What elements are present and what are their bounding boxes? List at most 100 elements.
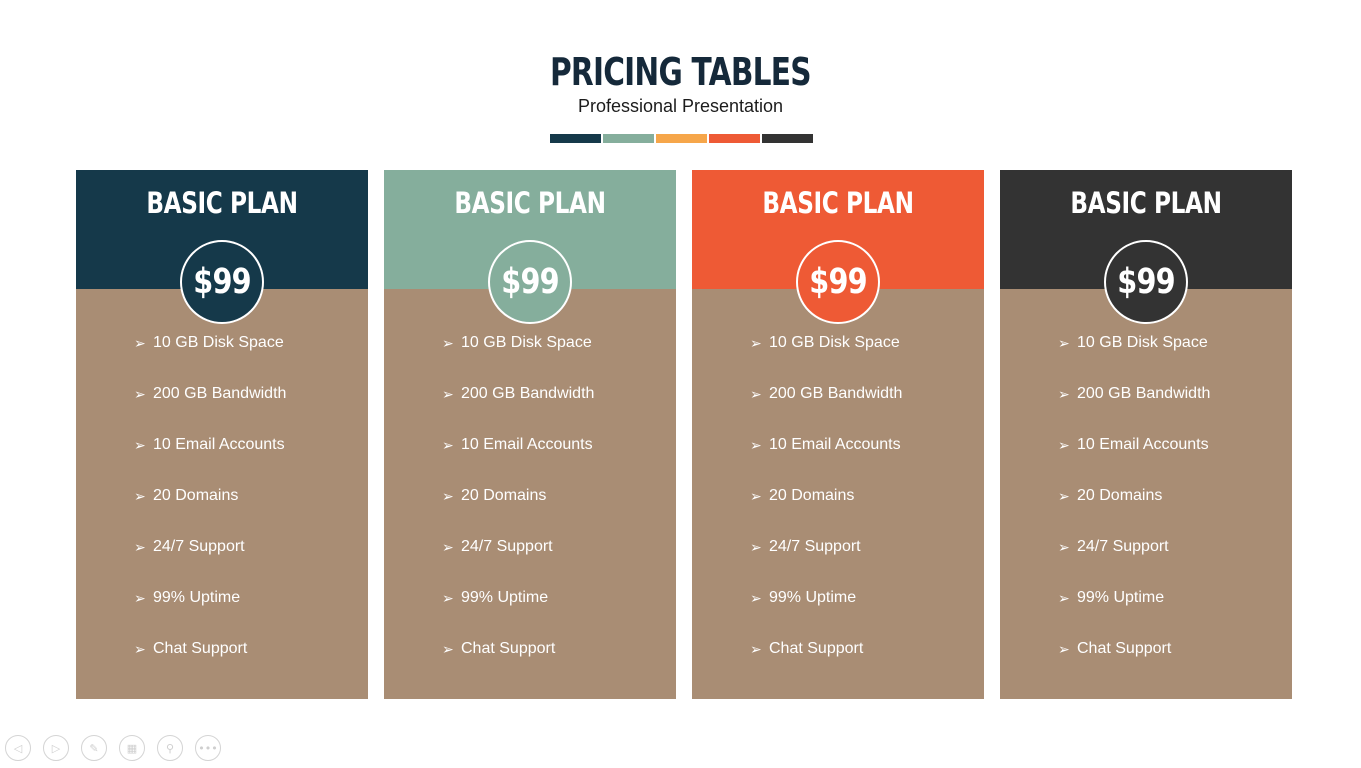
more-icon[interactable]: ••• bbox=[195, 735, 221, 761]
plan-title: BASIC PLAN bbox=[1070, 186, 1222, 220]
next-icon[interactable]: ▷ bbox=[43, 735, 69, 761]
pricing-card: BASIC PLAN $99 ➢ 10 GB Disk Space ➢ 200 GB… bbox=[1000, 170, 1292, 699]
arrowhead-icon: ➢ bbox=[442, 386, 454, 402]
arrowhead-icon: ➢ bbox=[1058, 386, 1070, 402]
pen-icon[interactable]: ✎ bbox=[81, 735, 107, 761]
feature-item: ➢ 10 GB Disk Space bbox=[750, 334, 902, 385]
arrowhead-icon: ➢ bbox=[1058, 335, 1070, 351]
feature-item: ➢ 20 Domains bbox=[750, 487, 902, 538]
feature-label: 10 Email Accounts bbox=[769, 436, 901, 453]
feature-label: 10 GB Disk Space bbox=[769, 334, 900, 351]
feature-item: ➢ 24/7 Support bbox=[1058, 538, 1210, 589]
price-label: $99 bbox=[1117, 262, 1175, 302]
price-badge: $99 bbox=[180, 240, 264, 324]
zoom-icon[interactable]: ⚲ bbox=[157, 735, 183, 761]
slides-icon[interactable]: ▦ bbox=[119, 735, 145, 761]
feature-item: ➢ Chat Support bbox=[442, 640, 594, 691]
price-label: $99 bbox=[809, 262, 867, 302]
arrowhead-icon: ➢ bbox=[442, 539, 454, 555]
arrowhead-icon: ➢ bbox=[134, 539, 146, 555]
feature-label: 10 Email Accounts bbox=[153, 436, 285, 453]
feature-label: 20 Domains bbox=[461, 487, 547, 504]
feature-item: ➢ 200 GB Bandwidth bbox=[134, 385, 286, 436]
feature-item: ➢ 10 Email Accounts bbox=[750, 436, 902, 487]
arrowhead-icon: ➢ bbox=[442, 488, 454, 504]
feature-label: Chat Support bbox=[769, 640, 864, 657]
price-badge: $99 bbox=[488, 240, 572, 324]
arrowhead-icon: ➢ bbox=[442, 335, 454, 351]
feature-item: ➢ 10 GB Disk Space bbox=[1058, 334, 1210, 385]
feature-label: 10 GB Disk Space bbox=[153, 334, 284, 351]
feature-label: 99% Uptime bbox=[153, 589, 241, 606]
feature-list: ➢ 10 GB Disk Space ➢ 200 GB Bandwidth ➢ 10 … bbox=[1058, 334, 1210, 691]
arrowhead-icon: ➢ bbox=[750, 539, 762, 555]
pricing-card: BASIC PLAN $99 ➢ 10 GB Disk Space ➢ 200 GB… bbox=[384, 170, 676, 699]
arrowhead-icon: ➢ bbox=[134, 641, 146, 657]
feature-label: 200 GB Bandwidth bbox=[153, 385, 287, 402]
feature-item: ➢ 24/7 Support bbox=[442, 538, 594, 589]
arrowhead-icon: ➢ bbox=[134, 488, 146, 504]
feature-label: 200 GB Bandwidth bbox=[769, 385, 903, 402]
feature-item: ➢ 10 GB Disk Space bbox=[442, 334, 594, 385]
feature-item: ➢ 10 Email Accounts bbox=[134, 436, 286, 487]
feature-label: 24/7 Support bbox=[769, 538, 861, 555]
arrowhead-icon: ➢ bbox=[1058, 437, 1070, 453]
feature-item: ➢ 24/7 Support bbox=[134, 538, 286, 589]
arrowhead-icon: ➢ bbox=[750, 590, 762, 606]
plan-title: BASIC PLAN bbox=[454, 186, 606, 220]
feature-label: 20 Domains bbox=[769, 487, 855, 504]
feature-item: ➢ 99% Uptime bbox=[1058, 589, 1210, 640]
swatch bbox=[603, 134, 654, 143]
arrowhead-icon: ➢ bbox=[750, 488, 762, 504]
feature-item: ➢ 10 Email Accounts bbox=[1058, 436, 1210, 487]
slide-subtitle: Professional Presentation bbox=[577, 96, 784, 116]
arrowhead-icon: ➢ bbox=[134, 437, 146, 453]
arrowhead-icon: ➢ bbox=[134, 590, 146, 606]
arrowhead-icon: ➢ bbox=[750, 437, 762, 453]
feature-label: 99% Uptime bbox=[769, 589, 857, 606]
arrowhead-icon: ➢ bbox=[1058, 539, 1070, 555]
feature-label: Chat Support bbox=[153, 640, 248, 657]
feature-label: 10 Email Accounts bbox=[1077, 436, 1209, 453]
feature-label: 200 GB Bandwidth bbox=[1077, 385, 1211, 402]
pricing-card: BASIC PLAN $99 ➢ 10 GB Disk Space ➢ 200 GB… bbox=[692, 170, 984, 699]
feature-item: ➢ 10 Email Accounts bbox=[442, 436, 594, 487]
arrowhead-icon: ➢ bbox=[750, 335, 762, 351]
card-header: BASIC PLAN bbox=[384, 170, 676, 289]
presentation-controls: ◁ ▷ ✎ ▦ ⚲ ••• bbox=[5, 735, 233, 761]
price-badge: $99 bbox=[796, 240, 880, 324]
feature-label: Chat Support bbox=[1077, 640, 1172, 657]
plan-title: BASIC PLAN bbox=[762, 186, 914, 220]
feature-label: 10 Email Accounts bbox=[461, 436, 593, 453]
feature-item: ➢ Chat Support bbox=[134, 640, 286, 691]
feature-item: ➢ Chat Support bbox=[1058, 640, 1210, 691]
feature-item: ➢ 10 GB Disk Space bbox=[134, 334, 286, 385]
arrowhead-icon: ➢ bbox=[442, 437, 454, 453]
feature-list: ➢ 10 GB Disk Space ➢ 200 GB Bandwidth ➢ 10 … bbox=[750, 334, 902, 691]
feature-list: ➢ 10 GB Disk Space ➢ 200 GB Bandwidth ➢ 10 … bbox=[442, 334, 594, 691]
arrowhead-icon: ➢ bbox=[442, 590, 454, 606]
swatch bbox=[709, 134, 760, 143]
feature-item: ➢ 99% Uptime bbox=[442, 589, 594, 640]
arrowhead-icon: ➢ bbox=[750, 641, 762, 657]
pricing-card: BASIC PLAN $99 ➢ 10 GB Disk Space ➢ 200 GB… bbox=[76, 170, 368, 699]
price-label: $99 bbox=[193, 262, 251, 302]
feature-label: 99% Uptime bbox=[1077, 589, 1165, 606]
feature-label: 20 Domains bbox=[1077, 487, 1163, 504]
feature-label: 99% Uptime bbox=[461, 589, 549, 606]
feature-item: ➢ Chat Support bbox=[750, 640, 902, 691]
feature-label: 10 GB Disk Space bbox=[1077, 334, 1208, 351]
feature-label: 24/7 Support bbox=[1077, 538, 1169, 555]
feature-item: ➢ 200 GB Bandwidth bbox=[750, 385, 902, 436]
feature-item: ➢ 99% Uptime bbox=[134, 589, 286, 640]
arrowhead-icon: ➢ bbox=[134, 335, 146, 351]
swatch bbox=[550, 134, 601, 143]
slide-title: PRICING TABLES bbox=[549, 50, 812, 94]
feature-label: 24/7 Support bbox=[153, 538, 245, 555]
feature-item: ➢ 99% Uptime bbox=[750, 589, 902, 640]
previous-icon[interactable]: ◁ bbox=[5, 735, 31, 761]
feature-item: ➢ 200 GB Bandwidth bbox=[1058, 385, 1210, 436]
feature-item: ➢ 20 Domains bbox=[1058, 487, 1210, 538]
price-label: $99 bbox=[501, 262, 559, 302]
swatch bbox=[762, 134, 813, 143]
